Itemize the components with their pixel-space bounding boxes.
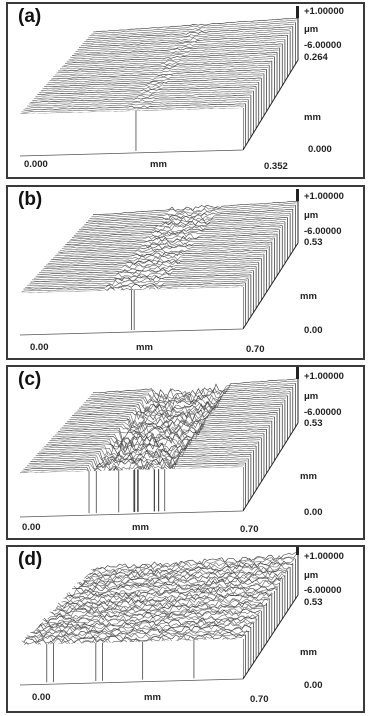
panel-d: (d) +1.00000 μm -6.00000 0.53 mm 0.00 0.… (6, 545, 365, 713)
z-unit-label: μm (304, 391, 319, 402)
panel-label: (a) (18, 6, 42, 27)
z-max-label: +1.00000 (304, 551, 344, 562)
z-unit-label: μm (304, 210, 319, 221)
y-min-label: 0.000 (308, 144, 332, 155)
y-min-label: 0.00 (304, 325, 323, 336)
x-min-label: 0.000 (24, 159, 48, 170)
surface-spikes (46, 640, 195, 683)
surface-mesh (19, 18, 299, 115)
y-unit-label: mm (300, 471, 317, 482)
z-scale-bar (296, 189, 299, 201)
y-max-label: 0.53 (304, 237, 323, 248)
surface-side-wall (242, 18, 299, 151)
panel-a: (a) +1.00000 μm -6.00000 0.264 mm 0.000 … (6, 2, 365, 179)
x-min-label: 0.00 (32, 692, 51, 703)
surface-front-face (19, 467, 244, 518)
surface-plot-d (19, 547, 299, 686)
y-min-label: 0.00 (304, 507, 323, 518)
surface-front-face (19, 639, 244, 686)
y-max-label: 0.53 (304, 597, 323, 608)
y-unit-label: mm (300, 647, 317, 658)
panel-label: (c) (18, 369, 42, 390)
x-max-label: 0.70 (240, 524, 259, 535)
z-min-label: -6.00000 (304, 585, 342, 596)
y-min-label: 0.00 (304, 680, 323, 691)
z-min-label: -6.00000 (304, 407, 342, 418)
surface-spikes (88, 469, 166, 514)
x-unit-label: mm (132, 522, 149, 533)
x-min-label: 0.00 (22, 522, 41, 533)
z-max-label: +1.00000 (304, 191, 344, 202)
z-max-label: +1.00000 (304, 371, 344, 382)
z-min-label: -6.00000 (304, 226, 342, 237)
surface-mesh (19, 551, 299, 649)
z-unit-label: μm (304, 570, 319, 581)
surface-plot-b (19, 189, 299, 336)
y-max-label: 0.53 (304, 418, 323, 429)
z-unit-label: μm (304, 24, 319, 35)
x-max-label: 0.70 (246, 344, 265, 355)
x-max-label: 0.70 (250, 694, 269, 705)
panel-label: (b) (18, 189, 43, 210)
x-unit-label: mm (144, 692, 161, 703)
surface-front-face (19, 108, 244, 157)
x-unit-label: mm (150, 159, 167, 170)
surface-spikes (131, 289, 135, 330)
y-unit-label: mm (300, 291, 317, 302)
z-scale-bar (296, 547, 299, 555)
z-max-label: +1.00000 (304, 6, 344, 17)
y-unit-label: mm (304, 112, 321, 123)
x-min-label: 0.00 (30, 342, 49, 353)
surface-side-wall (242, 379, 299, 512)
surface-plot-c (19, 367, 299, 518)
panel-c: (c) +1.00000 μm -6.00000 0.53 mm 0.00 0.… (6, 365, 365, 540)
panel-b: (b) +1.00000 μm -6.00000 0.53 mm 0.00 0.… (6, 185, 365, 360)
surface-plot-a (19, 6, 299, 157)
x-unit-label: mm (136, 342, 153, 353)
z-scale-bar (296, 367, 299, 379)
z-scale-bar (296, 6, 299, 18)
x-max-label: 0.352 (264, 161, 288, 172)
surface-mesh (19, 201, 298, 294)
z-min-label: -6.00000 (304, 40, 342, 51)
panel-label: (d) (18, 549, 43, 570)
y-max-label: 0.264 (304, 52, 328, 63)
